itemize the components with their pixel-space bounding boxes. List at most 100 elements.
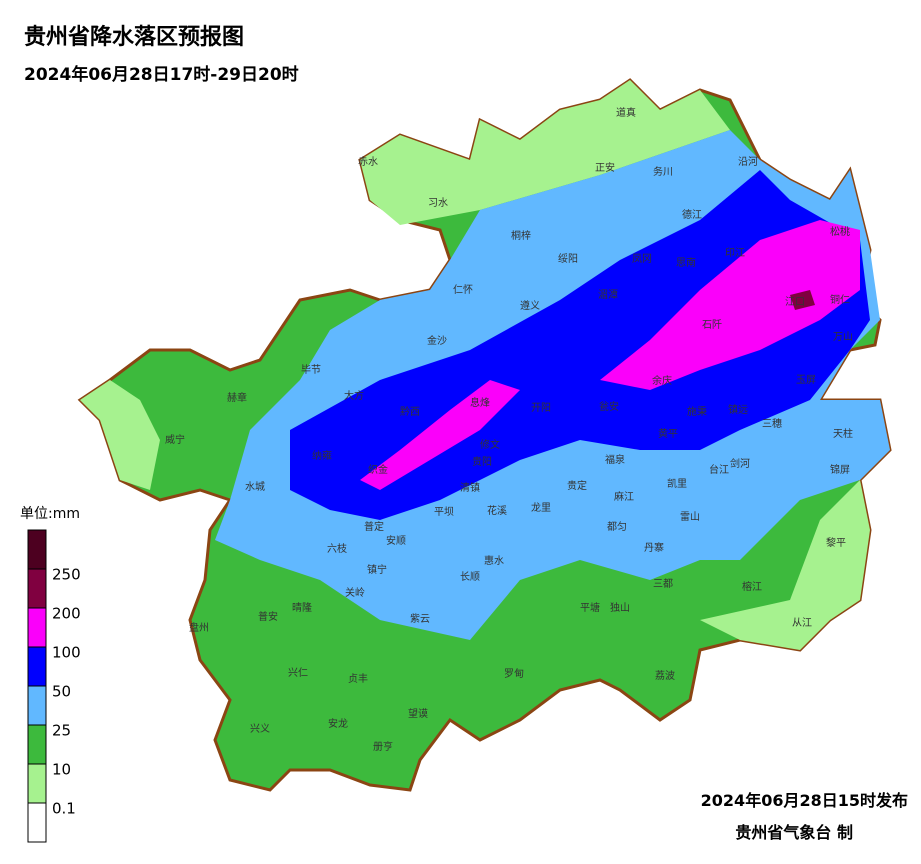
county-label: 雷山 (680, 511, 700, 523)
county-label: 开阳 (531, 402, 551, 414)
county-label: 三穗 (762, 417, 782, 430)
county-label: 黄平 (658, 427, 678, 440)
county-label: 关岭 (345, 586, 365, 599)
county-label: 万山 (833, 331, 853, 343)
county-label: 荔波 (655, 669, 675, 682)
county-label: 安顺 (386, 534, 406, 547)
county-label: 台江 (709, 463, 729, 476)
county-label: 江口 (785, 296, 805, 308)
county-label: 册亨 (373, 740, 393, 753)
legend-unit: 单位:mm (20, 506, 80, 522)
legend-swatch (27, 763, 47, 804)
county-label: 凤冈 (632, 253, 652, 265)
title: 贵州省降水落区预报图 (24, 25, 244, 50)
county-label: 修文 (480, 438, 500, 451)
subtitle: 2024年06月28日17时-29日20时 (24, 64, 299, 85)
county-label: 长顺 (460, 571, 480, 583)
rain-10 (700, 480, 870, 650)
county-label: 威宁 (165, 433, 185, 446)
county-label: 平塘 (580, 601, 600, 614)
county-label: 普定 (364, 520, 384, 533)
county-label: 锦屏 (830, 463, 850, 476)
county-label: 天柱 (833, 427, 853, 440)
county-label: 龙里 (531, 501, 551, 514)
county-label: 贞丰 (348, 672, 368, 685)
county-label: 镇宁 (367, 563, 387, 576)
county-label: 松桃 (830, 225, 850, 238)
county-label: 惠水 (484, 554, 504, 567)
legend-label: 0.1 (52, 800, 76, 818)
county-label: 印江 (725, 247, 745, 259)
rain-10 (360, 80, 730, 225)
legend-label: 200 (52, 605, 81, 623)
county-label: 兴义 (250, 723, 270, 735)
county-label: 息烽 (470, 396, 490, 409)
county-label: 贵阳 (472, 455, 492, 468)
county-label: 金沙 (427, 334, 447, 347)
county-label: 盘州 (189, 621, 209, 634)
county-label: 望谟 (408, 707, 428, 720)
county-label: 仁怀 (453, 284, 473, 296)
legend-swatch (27, 568, 47, 609)
county-label: 紫云 (410, 613, 430, 625)
rain-250 (790, 290, 815, 310)
agency: 贵州省气象台 制 (735, 823, 853, 842)
legend-label: 50 (52, 683, 71, 701)
county-label: 丹寨 (644, 541, 664, 554)
province (77, 78, 892, 792)
county-label: 遵义 (520, 299, 540, 312)
county-label: 施秉 (687, 405, 707, 418)
rain-100 (360, 380, 520, 490)
county-label: 务川 (653, 165, 673, 178)
county-label: 习水 (428, 197, 448, 209)
rain-10 (80, 380, 160, 490)
county-label: 湄潭 (598, 289, 618, 301)
county-label: 平坝 (434, 506, 454, 518)
legend-swatch (27, 529, 47, 570)
rain-100 (600, 220, 860, 390)
county-label: 从江 (792, 617, 812, 629)
county-label: 罗甸 (504, 667, 524, 680)
county-label: 榕江 (742, 580, 762, 593)
county-label: 石阡 (702, 319, 722, 331)
county-label: 镇远 (728, 403, 748, 416)
county-label: 安龙 (328, 717, 348, 730)
county-label: 玉屏 (796, 374, 816, 386)
county-label: 六枝 (327, 542, 347, 555)
county-label: 黎平 (826, 536, 846, 549)
county-label: 毕节 (301, 363, 321, 376)
county-label: 绥阳 (558, 253, 578, 265)
legend-swatch (27, 802, 47, 843)
legend-swatch (27, 724, 47, 765)
county-label: 普安 (258, 610, 278, 623)
county-label: 赫章 (227, 391, 247, 404)
legend-label: 100 (52, 644, 81, 662)
county-label: 铜仁 (830, 294, 850, 306)
county-label: 剑河 (730, 457, 750, 470)
county-label: 兴仁 (288, 667, 308, 679)
issued: 2024年06月28日15时发布 (701, 791, 908, 810)
county-label: 黔西 (400, 405, 420, 418)
county-label: 赤水 (358, 156, 378, 168)
legend: 0.1 10 25 50 100 200 250 (27, 529, 81, 843)
county-label: 水城 (245, 481, 265, 493)
county-label: 都匀 (607, 521, 627, 533)
county-label: 瓮安 (599, 400, 619, 413)
county-label: 贵定 (567, 479, 587, 492)
county-label: 福泉 (605, 453, 625, 466)
county-label: 纳雍 (312, 449, 332, 462)
county-label: 花溪 (487, 504, 507, 517)
legend-swatch (27, 607, 47, 648)
county-label: 思南 (676, 256, 696, 269)
county-label: 桐梓 (511, 229, 531, 242)
county-label: 织金 (368, 463, 388, 476)
county-label: 道真 (616, 106, 636, 119)
county-label: 凯里 (667, 477, 687, 490)
county-label: 清镇 (460, 481, 480, 494)
legend-swatch (27, 685, 47, 726)
county-label: 德江 (682, 208, 702, 221)
county-label: 正安 (595, 161, 615, 174)
legend-swatch (27, 646, 47, 687)
